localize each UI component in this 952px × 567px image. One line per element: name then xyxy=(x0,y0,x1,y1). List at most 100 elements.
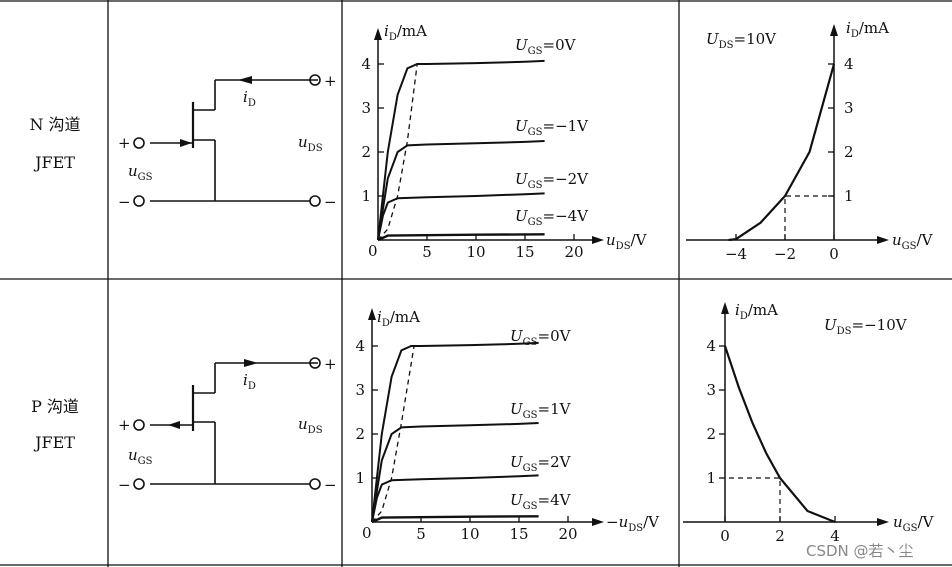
output-curve-3 xyxy=(371,474,539,523)
n-transfer-characteristic-chart: UDS=10V iD/mA uGS/V −4 −2 0 1 2 3 4 xyxy=(686,19,934,263)
plus-sign: + xyxy=(324,72,337,90)
y-axis-label: iD/mA xyxy=(735,301,778,322)
curve-label-subscript: GS xyxy=(528,217,543,228)
y-tick-label: 1 xyxy=(355,469,365,487)
y-tick-label: 4 xyxy=(706,337,716,355)
p-transfer-characteristic-chart: UDS=−10V iD/mA uGS/V 0 2 4 1 2 3 4 xyxy=(683,301,935,545)
drain-current-label: iD xyxy=(243,371,256,392)
minus-sign: − xyxy=(324,193,337,211)
condition-label: UDS=10V xyxy=(706,30,777,51)
curve-label-value: =1V xyxy=(538,400,572,418)
x-axis-arrow-icon xyxy=(592,518,604,526)
row-label-n-channel: N 沟道 xyxy=(29,115,80,134)
row-label-jfet: JFET xyxy=(33,433,75,452)
y-tick-label: 3 xyxy=(844,99,854,117)
marked-point-dashed-guide xyxy=(725,477,781,522)
y-axis-label: iD/mA xyxy=(384,22,427,43)
x-tick-label: 4 xyxy=(830,527,840,545)
plus-sign: + xyxy=(118,416,131,434)
curve-label: UGS=0V xyxy=(510,327,572,348)
curve-label-subscript: GS xyxy=(523,463,538,474)
vds-label: uDS xyxy=(298,415,323,436)
vgs-label: uGS xyxy=(128,446,153,467)
output-curve-2 xyxy=(371,422,539,523)
curve-label-subscript: GS xyxy=(523,501,538,512)
curve-label-symbol: U xyxy=(510,491,524,509)
y-tick-label: 4 xyxy=(844,55,854,73)
n-channel-circuit-symbol xyxy=(133,74,321,207)
output-curve-1 xyxy=(371,341,539,523)
curve-label: UGS=−4V xyxy=(515,207,589,228)
origin-label: 0 xyxy=(368,242,378,260)
output-curve-3 xyxy=(377,192,545,241)
x-axis-arrow-icon xyxy=(877,236,889,244)
marked-point-dashed-guide xyxy=(784,195,834,240)
y-tick-label: 2 xyxy=(844,143,854,161)
y-axis-arrow-icon xyxy=(721,302,729,314)
curve-label-symbol: U xyxy=(515,117,529,135)
transfer-curve xyxy=(728,63,836,242)
minus-sign: − xyxy=(118,193,131,211)
curve-label-value: =0V xyxy=(543,36,577,54)
x-tick-label: 20 xyxy=(564,243,583,261)
x-axis-label: −uDS/V xyxy=(606,513,660,534)
drain-current-arrow-icon xyxy=(238,76,252,84)
x-tick-label: −2 xyxy=(774,245,796,263)
y-tick-label: 4 xyxy=(361,55,371,73)
y-tick-label: 3 xyxy=(361,99,371,117)
x-tick-label: 2 xyxy=(775,527,785,545)
x-tick-label: 5 xyxy=(416,525,426,543)
minus-sign: − xyxy=(324,476,337,494)
curve-label-value: =2V xyxy=(538,453,572,471)
n-output-characteristics-chart: iD/mA uDS/V 0 UGS=0VUGS=−1VUGS=−2VUGS=−4… xyxy=(361,22,647,261)
curve-label: UGS=4V xyxy=(510,491,572,512)
x-axis-label: uDS/V xyxy=(606,231,648,252)
curve-label: UGS=0V xyxy=(515,36,577,57)
y-axis-label: iD/mA xyxy=(846,19,889,40)
curve-label-subscript: GS xyxy=(523,337,538,348)
y-axis-arrow-icon xyxy=(374,28,382,40)
y-tick-label: 2 xyxy=(355,425,365,443)
pinch-off-dashed-curve xyxy=(377,63,418,241)
x-axis-arrow-icon xyxy=(877,518,889,526)
pinch-off-dashed-curve xyxy=(371,345,415,523)
curve-label-symbol: U xyxy=(510,400,524,418)
y-axis-arrow-icon xyxy=(368,308,376,320)
plus-sign: + xyxy=(324,355,337,373)
y-tick-label: 1 xyxy=(706,469,716,487)
curve-label-symbol: U xyxy=(510,453,524,471)
plus-sign: + xyxy=(118,134,131,152)
curve-label-subscript: GS xyxy=(523,410,538,421)
curve-label: UGS=2V xyxy=(510,453,572,474)
curve-label-value: =−1V xyxy=(543,117,590,135)
x-tick-label: 5 xyxy=(422,243,432,261)
output-curve-1 xyxy=(377,59,545,241)
curve-label-value: =4V xyxy=(538,491,572,509)
output-curve-4 xyxy=(371,515,539,524)
output-curve-4 xyxy=(377,233,545,242)
y-tick-label: 1 xyxy=(844,187,854,205)
condition-label: UDS=−10V xyxy=(824,316,908,337)
transfer-curve xyxy=(723,345,836,524)
y-tick-label: 3 xyxy=(706,381,716,399)
x-tick-label: 15 xyxy=(515,243,534,261)
drain-current-arrow-icon xyxy=(244,359,258,367)
y-tick-label: 3 xyxy=(355,381,365,399)
curve-label-symbol: U xyxy=(515,207,529,225)
x-tick-label: 0 xyxy=(720,527,730,545)
gate-arrow-icon xyxy=(180,139,192,147)
vds-label: uDS xyxy=(298,133,323,154)
curve-label-subscript: GS xyxy=(528,127,543,138)
row-label-p-channel: P 沟道 xyxy=(31,397,79,416)
curve-label-symbol: U xyxy=(515,36,529,54)
x-tick-label: 0 xyxy=(829,245,839,263)
p-output-characteristics-chart: iD/mA −uDS/V 0 UGS=0VUGS=1VUGS=2VUGS=4V5… xyxy=(355,308,660,543)
curve-label: UGS=1V xyxy=(510,400,572,421)
y-tick-label: 4 xyxy=(355,337,365,355)
curve-label: UGS=−1V xyxy=(515,117,589,138)
y-tick-label: 1 xyxy=(361,187,371,205)
p-channel-circuit-symbol xyxy=(133,357,321,490)
watermark: CSDN @若丶尘 xyxy=(806,542,914,560)
y-tick-label: 2 xyxy=(706,425,716,443)
